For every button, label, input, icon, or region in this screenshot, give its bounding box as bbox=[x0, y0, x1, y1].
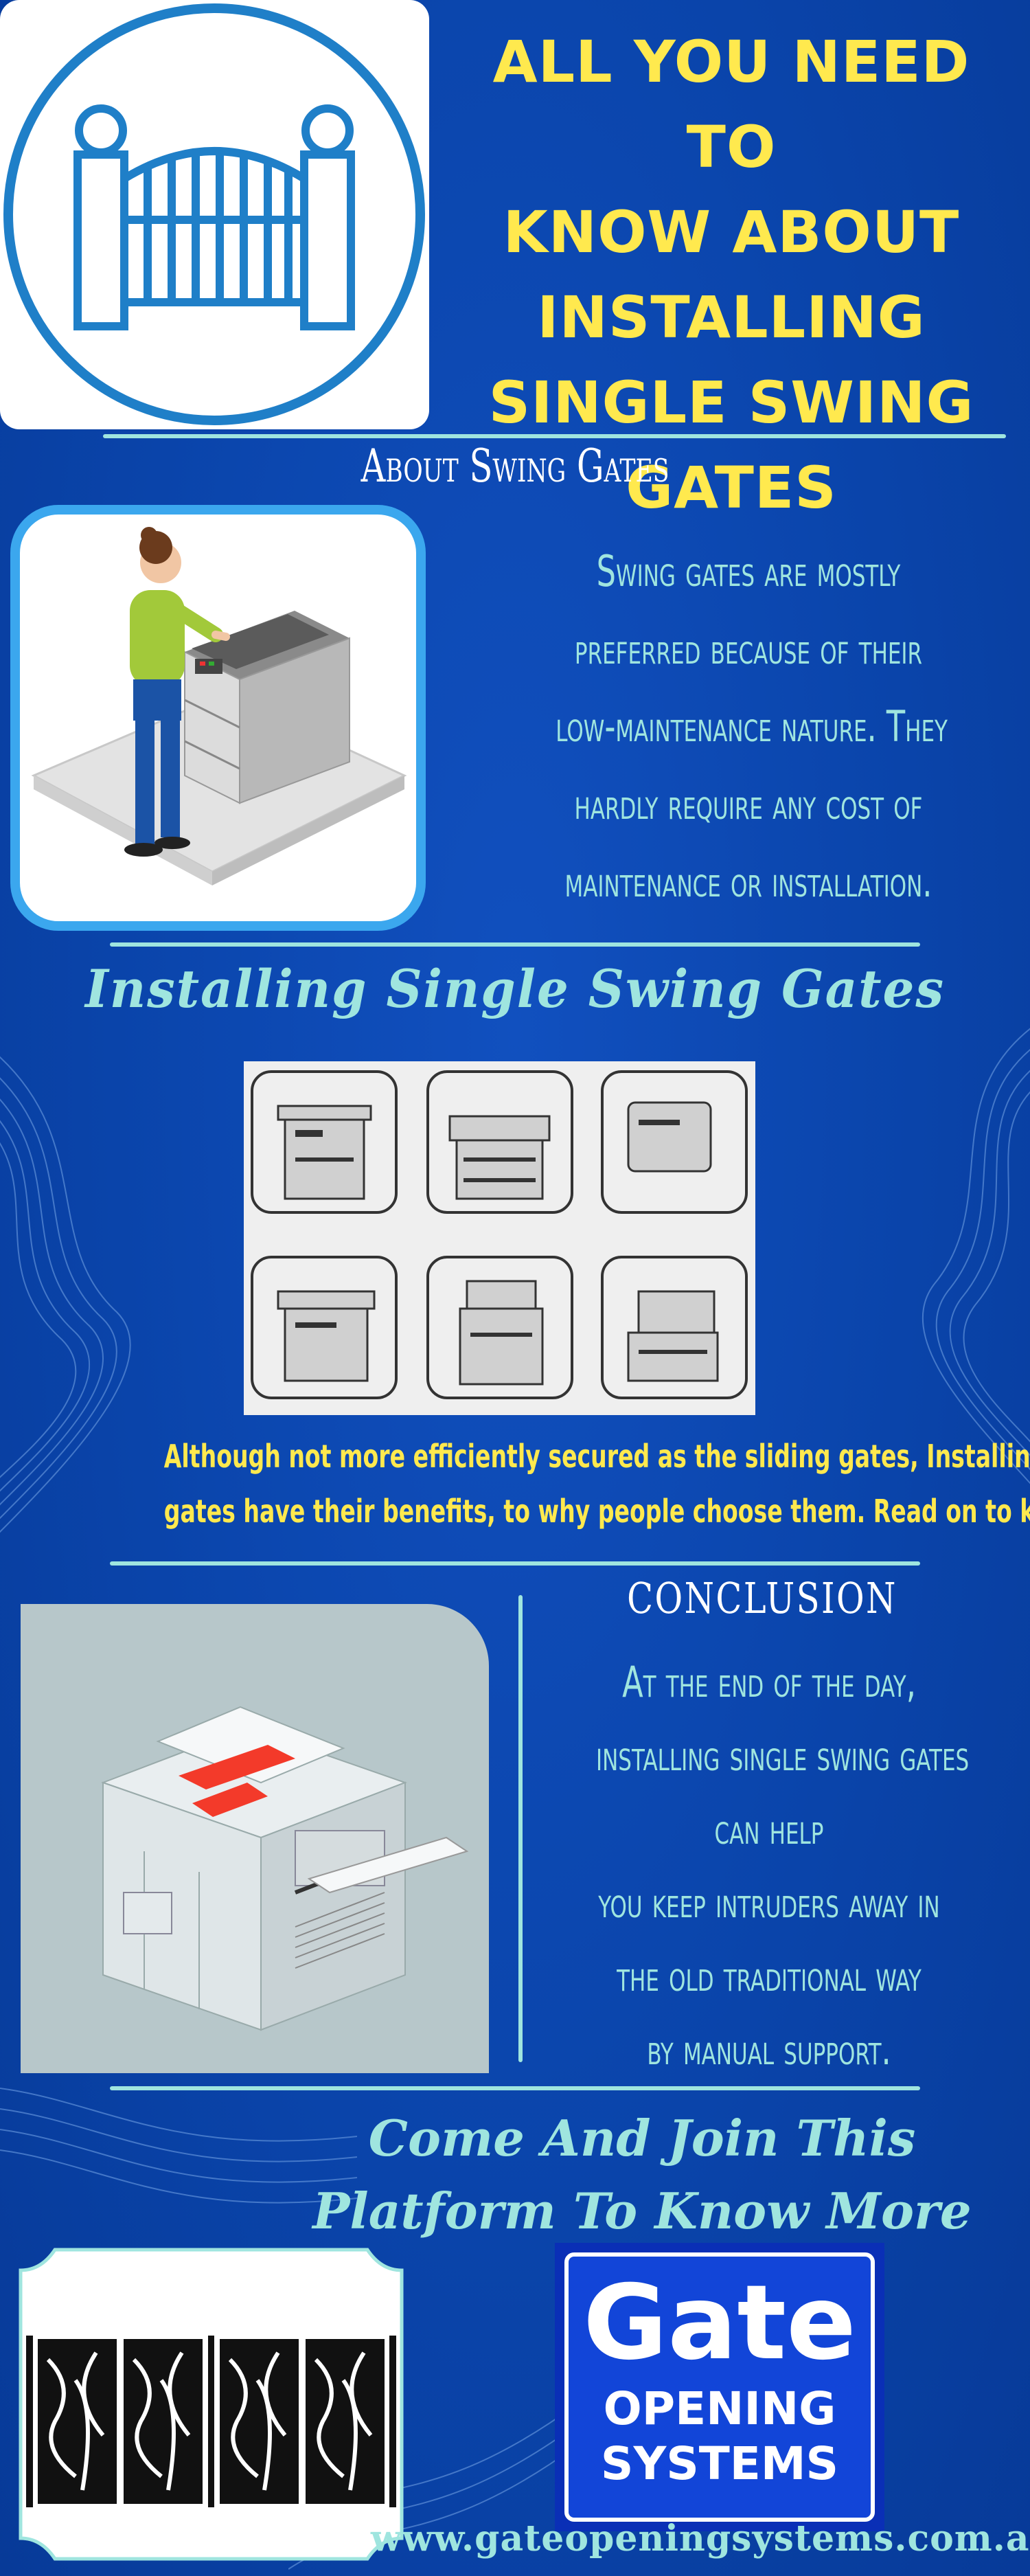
installing-line: Although not more efficiently secured as… bbox=[163, 1438, 1030, 1475]
title-line: INSTALLING bbox=[537, 284, 926, 351]
conclusion-line: installing single swing gates bbox=[596, 1730, 970, 1781]
footer-url-link[interactable]: www.gateopeningsystems.com.au bbox=[371, 2518, 1030, 2560]
copier-grid-illustration bbox=[251, 1070, 748, 1399]
gate-icon-tile bbox=[0, 0, 429, 429]
decorative-gate-frame bbox=[14, 2243, 409, 2566]
office-copier-illustration bbox=[101, 1706, 469, 2031]
join-text: Come And Join This Platform To Know More bbox=[261, 2102, 1023, 2248]
page-title: ALL YOU NEED TO KNOW ABOUT INSTALLING SI… bbox=[453, 19, 1009, 530]
about-line: Swing gates are mostly bbox=[596, 546, 901, 596]
join-line: Platform To Know More bbox=[312, 2182, 972, 2240]
conclusion-text: At the end of the day, installing single… bbox=[529, 1645, 1009, 2086]
about-line: low-maintenance nature. They bbox=[556, 701, 948, 752]
conclusion-line: the old traditional way bbox=[617, 1951, 922, 2001]
installing-text: Although not more efficiently secured as… bbox=[27, 1429, 1030, 1539]
vertical-divider bbox=[518, 1595, 523, 2062]
conclusion-line: you keep intruders away in bbox=[598, 1877, 940, 1928]
divider bbox=[110, 1561, 920, 1566]
installing-heading: Installing Single Swing Gates bbox=[85, 958, 945, 1019]
conclusion-line: by manual support. bbox=[647, 2024, 891, 2075]
gate-icon bbox=[3, 3, 425, 425]
logo-word-gate: Gate bbox=[583, 2263, 856, 2383]
divider bbox=[110, 942, 920, 947]
conclusion-line: can help bbox=[714, 1804, 824, 1854]
installing-line: gates have their benefits, to why people… bbox=[163, 1493, 1030, 1530]
title-line: ALL YOU NEED TO bbox=[492, 28, 970, 181]
woman-copier-illustration bbox=[31, 527, 407, 885]
title-line: SINGLE SWING bbox=[488, 369, 974, 436]
logo-word-systems: SYSTEMS bbox=[600, 2437, 839, 2490]
join-line: Come And Join This bbox=[368, 2109, 916, 2167]
divider bbox=[110, 2086, 920, 2090]
about-line: preferred because of their bbox=[574, 624, 923, 674]
about-line: maintenance or installation. bbox=[564, 857, 932, 907]
copier-grid-panel bbox=[244, 1061, 755, 1415]
office-copier-panel bbox=[21, 1604, 489, 2073]
woman-copier-frame bbox=[10, 505, 426, 931]
wave-decoration-right bbox=[922, 1028, 1030, 1484]
title-line: GATES bbox=[626, 454, 837, 521]
logo-word-opening: OPENING bbox=[603, 2382, 836, 2435]
about-line: hardly require any cost of bbox=[574, 779, 923, 829]
logo-inner: Gate OPENING SYSTEMS bbox=[564, 2252, 875, 2522]
company-logo: Gate OPENING SYSTEMS bbox=[555, 2243, 884, 2531]
about-heading: About Swing Gates bbox=[360, 440, 670, 493]
conclusion-line: At the end of the day, bbox=[622, 1657, 916, 1707]
conclusion-heading: CONCLUSION bbox=[627, 1573, 897, 1623]
divider bbox=[103, 434, 1006, 438]
decorative-gate-panel bbox=[19, 2248, 404, 2561]
wave-decoration-left bbox=[0, 1056, 131, 1533]
wave-decoration-bottom-left bbox=[0, 2088, 357, 2204]
about-text: Swing gates are mostly preferred because… bbox=[481, 532, 1016, 920]
title-line: KNOW ABOUT bbox=[503, 199, 960, 266]
